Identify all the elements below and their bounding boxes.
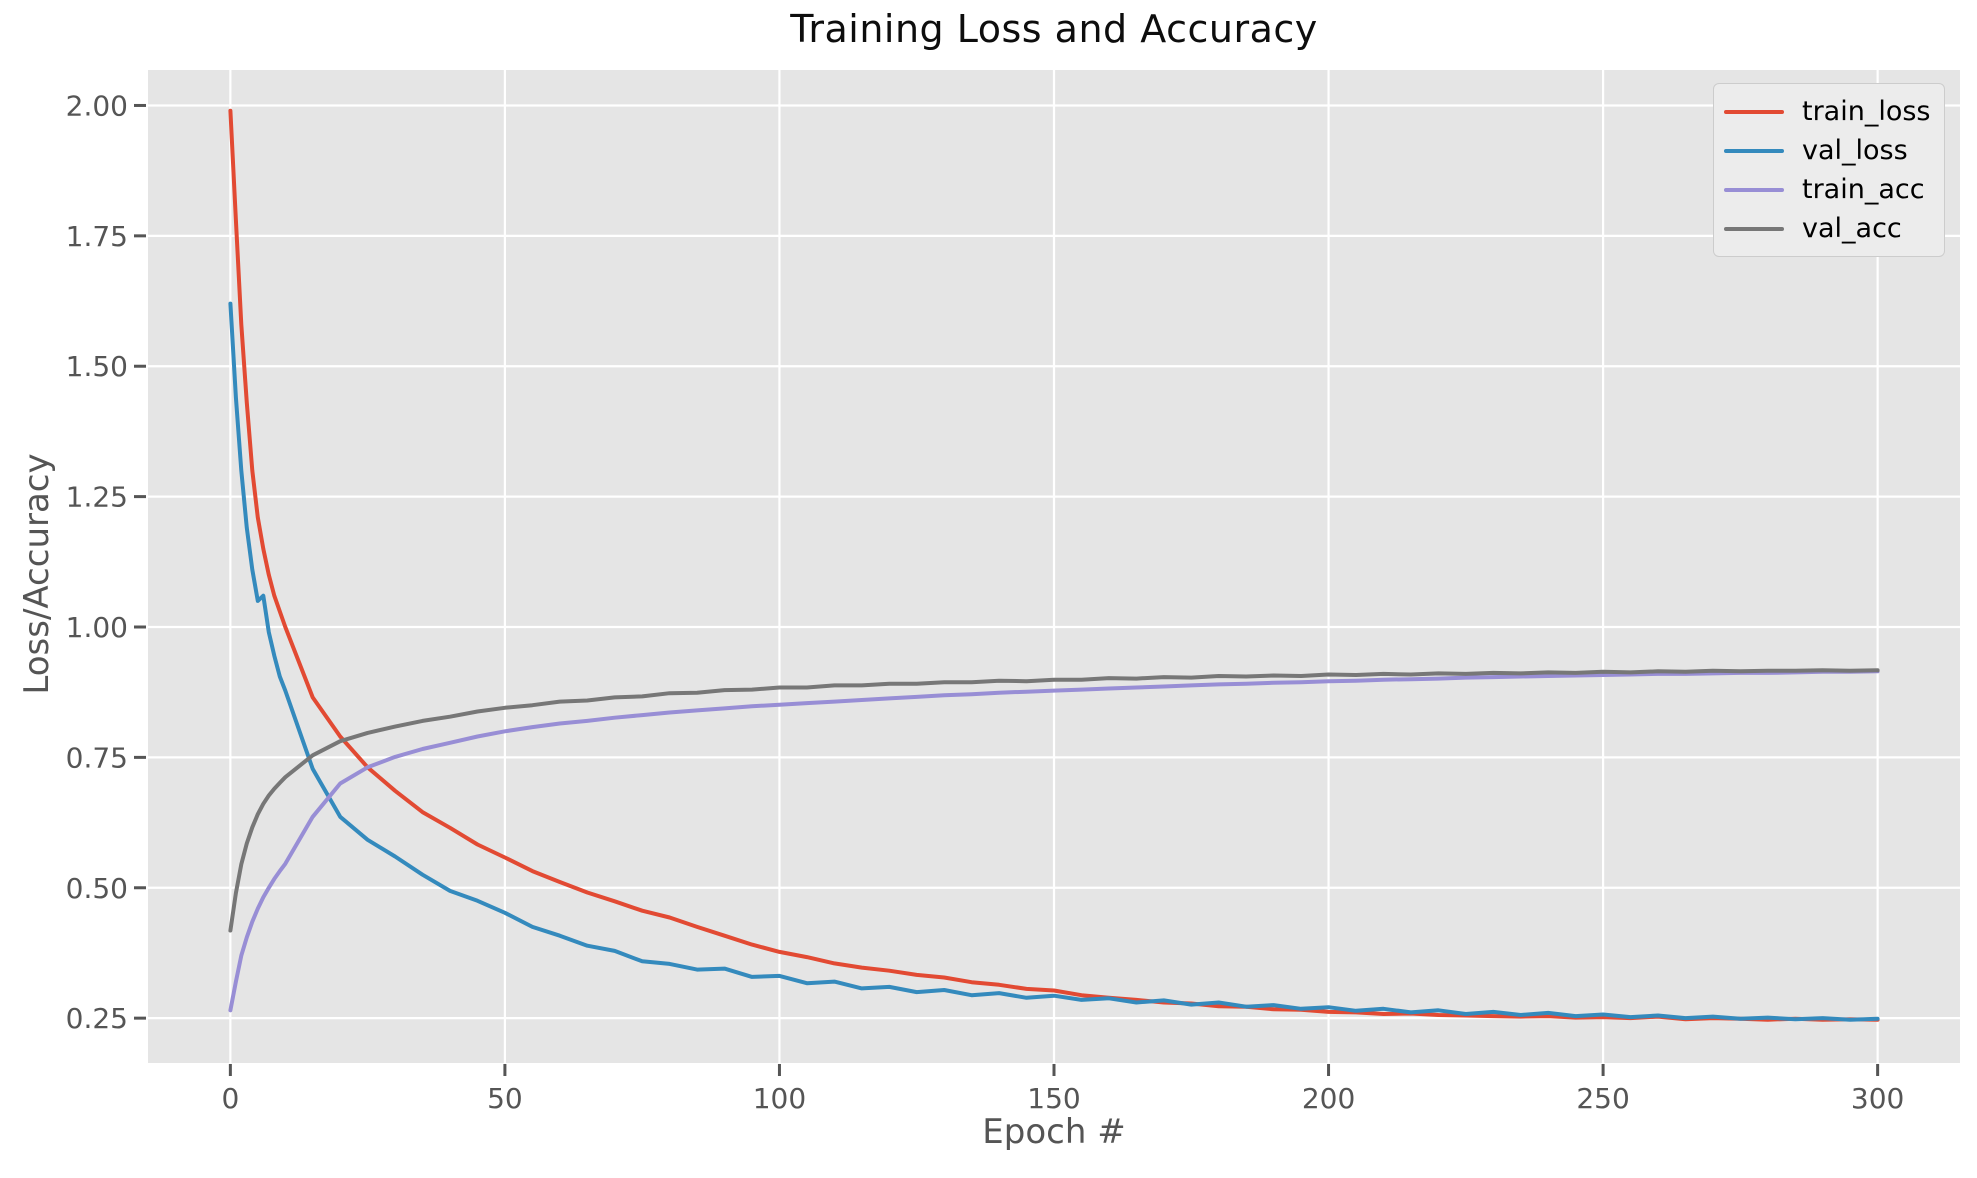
- y-tick-label-0.5: 0.50: [66, 872, 128, 905]
- y-axis-label: Loss/Accuracy: [17, 453, 57, 695]
- series-line-val_loss: [228, 301, 1880, 1022]
- legend-item-train-acc: train_acc: [1714, 176, 1944, 203]
- legend: train_loss val_loss train_acc val_acc: [1713, 83, 1945, 257]
- x-tick-label-250: 250: [1576, 1082, 1629, 1115]
- legend-swatch-val-loss-line: [1724, 148, 1784, 153]
- legend-item-val-loss: val_loss: [1714, 137, 1944, 164]
- legend-swatch-train-acc-line: [1724, 187, 1784, 192]
- y-tick-label-0.75: 0.75: [66, 741, 128, 774]
- x-axis-label: Epoch #: [982, 1112, 1126, 1152]
- y-tick-label-1.5: 1.50: [66, 350, 128, 383]
- legend-swatch-train-loss-line: [1724, 109, 1784, 114]
- y-tick-label-1.75: 1.75: [66, 220, 128, 253]
- x-tick-label-100: 100: [753, 1082, 806, 1115]
- series-line-val_acc: [228, 668, 1880, 933]
- series-line-train_acc: [228, 669, 1880, 1013]
- legend-label-val-loss: val_loss: [1802, 135, 1908, 166]
- y-tick-label-1.25: 1.25: [66, 481, 128, 514]
- legend-item-val-acc: val_acc: [1714, 215, 1944, 242]
- x-tick-label-150: 150: [1027, 1082, 1080, 1115]
- legend-label-train-acc: train_acc: [1802, 174, 1925, 205]
- legend-item-train-loss: train_loss: [1714, 98, 1944, 125]
- x-tick-label-200: 200: [1302, 1082, 1355, 1115]
- y-tick-label-0.25: 0.25: [66, 1002, 128, 1035]
- legend-swatch-val-acc-line: [1724, 226, 1784, 231]
- chart-title: Training Loss and Accuracy: [790, 7, 1318, 51]
- legend-label-val-acc: val_acc: [1802, 213, 1902, 244]
- y-tick-label-2: 2.00: [66, 89, 128, 122]
- x-tick-label-0: 0: [221, 1082, 239, 1115]
- series-line-train_loss: [228, 108, 1880, 1022]
- y-tick-label-1: 1.00: [66, 611, 128, 644]
- x-tick-label-50: 50: [487, 1082, 523, 1115]
- x-tick-label-300: 300: [1851, 1082, 1904, 1115]
- legend-label-train-loss: train_loss: [1802, 96, 1931, 127]
